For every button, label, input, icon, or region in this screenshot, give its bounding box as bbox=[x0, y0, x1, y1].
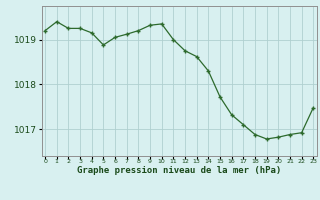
X-axis label: Graphe pression niveau de la mer (hPa): Graphe pression niveau de la mer (hPa) bbox=[77, 166, 281, 175]
